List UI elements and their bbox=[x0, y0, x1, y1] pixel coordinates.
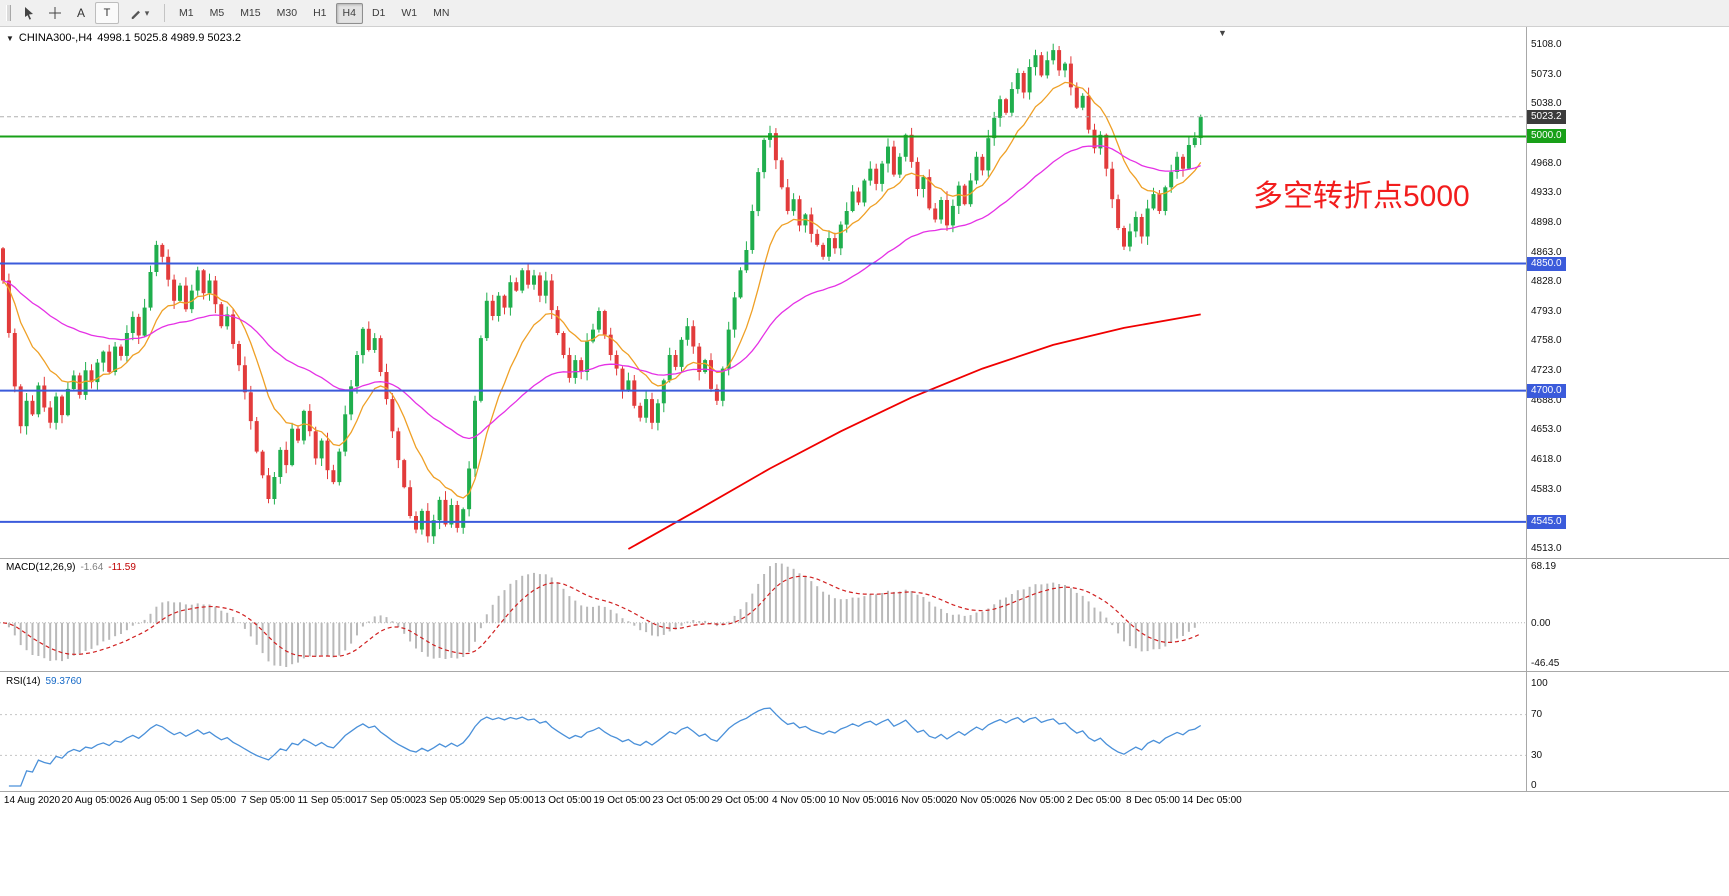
macd-label: MACD(12,26,9) -1.64 -11.59 bbox=[6, 562, 136, 573]
time-axis-label: 29 Oct 05:00 bbox=[711, 795, 769, 806]
timeframe-toolbar: M1 M5 M15 M30 H1 H4 D1 W1 MN bbox=[171, 2, 457, 24]
time-axis-label: 17 Sep 05:00 bbox=[356, 795, 416, 806]
timeframe-button-m15[interactable]: M15 bbox=[240, 7, 261, 19]
time-axis-label: 19 Oct 05:00 bbox=[593, 795, 651, 806]
macd-signal-value: -11.59 bbox=[108, 562, 136, 573]
macd-axis-min: -46.45 bbox=[1531, 658, 1560, 669]
price-tick: 4863.0 bbox=[1531, 247, 1562, 258]
time-axis-label: 1 Sep 05:00 bbox=[182, 795, 236, 806]
macd-main-value: -1.64 bbox=[80, 562, 104, 573]
price-level-badge: 4700.0 bbox=[1527, 384, 1566, 398]
pencil-icon bbox=[131, 10, 140, 19]
time-axis-label: 14 Aug 2020 bbox=[3, 795, 61, 806]
price-level-badge: 5000.0 bbox=[1527, 129, 1566, 143]
time-axis-label: 23 Oct 05:00 bbox=[652, 795, 710, 806]
rsi-axis-0: 0 bbox=[1531, 780, 1537, 791]
price-tick: 4828.0 bbox=[1531, 276, 1562, 287]
price-tick: 4653.0 bbox=[1531, 424, 1562, 435]
toolbar-grip[interactable] bbox=[6, 5, 11, 21]
rsi-axis-100: 100 bbox=[1531, 678, 1548, 689]
chart-title: ▼ CHINA300-,H4 4998.1 5025.8 4989.9 5023… bbox=[6, 32, 241, 44]
timeframe-button-d1[interactable]: D1 bbox=[371, 7, 386, 19]
price-tick: 4933.0 bbox=[1531, 187, 1562, 198]
price-tick: 5108.0 bbox=[1531, 39, 1562, 50]
price-level-badge: 4850.0 bbox=[1527, 257, 1566, 271]
draw-tools-button[interactable]: ▾ bbox=[121, 2, 157, 24]
timeframe-button-h4[interactable]: H4 bbox=[335, 2, 363, 24]
price-axis-border bbox=[1526, 27, 1527, 791]
rsi-label: RSI(14) 59.3760 bbox=[6, 676, 82, 687]
time-axis-label: 4 Nov 05:00 bbox=[772, 795, 826, 806]
price-tick: 4688.0 bbox=[1531, 395, 1562, 406]
rsi-name: RSI(14) bbox=[6, 676, 41, 687]
pointer-tool-button[interactable] bbox=[17, 2, 41, 24]
price-tick: 4513.0 bbox=[1531, 543, 1562, 554]
chart-canvas[interactable] bbox=[0, 0, 1526, 791]
timeframe-button-m5[interactable]: M5 bbox=[209, 7, 225, 19]
dropdown-arrow-icon: ▾ bbox=[144, 7, 150, 18]
chart-shift-marker[interactable]: ▼ bbox=[1218, 28, 1227, 38]
time-axis-label: 10 Nov 05:00 bbox=[828, 795, 888, 806]
time-axis-label: 14 Dec 05:00 bbox=[1182, 795, 1242, 806]
time-axis-label: 26 Nov 05:00 bbox=[1005, 795, 1065, 806]
toolbar-separator bbox=[164, 4, 165, 22]
time-axis[interactable]: 14 Aug 2020 20 Aug 05:00 26 Aug 05:00 1 Sep… bbox=[0, 791, 1729, 815]
time-axis-label: 29 Sep 05:00 bbox=[474, 795, 534, 806]
price-tick: 4583.0 bbox=[1531, 484, 1562, 495]
crosshair-tool-button[interactable] bbox=[43, 2, 67, 24]
text-label-button[interactable]: T bbox=[95, 2, 119, 24]
price-tick: 4793.0 bbox=[1531, 306, 1562, 317]
price-tick: 5073.0 bbox=[1531, 69, 1562, 80]
timeframe-button-mn[interactable]: MN bbox=[433, 7, 450, 19]
crosshair-icon bbox=[49, 7, 61, 19]
top-toolbar: A T ▾ M1 M5 M15 M30 H1 H4 D1 W1 MN bbox=[0, 0, 1729, 27]
rsi-value: 59.3760 bbox=[45, 676, 82, 687]
price-level-badge: 4545.0 bbox=[1527, 515, 1566, 529]
timeframe-button-m1[interactable]: M1 bbox=[179, 7, 194, 19]
price-axis[interactable]: 5108.0 5073.0 5038.0 4968.0 4933.0 4898.0 4863… bbox=[1527, 0, 1729, 791]
pointer-icon bbox=[25, 7, 33, 20]
timeframe-button-m30[interactable]: M30 bbox=[276, 7, 298, 19]
time-axis-label: 11 Sep 05:00 bbox=[297, 795, 357, 806]
collapse-ohlc-toggle[interactable]: ▼ bbox=[6, 33, 14, 43]
annotation-text: 多空转折点5000 bbox=[1253, 180, 1470, 213]
rsi-axis-70: 70 bbox=[1531, 709, 1543, 720]
time-axis-label: 13 Oct 05:00 bbox=[534, 795, 592, 806]
panel-divider[interactable] bbox=[0, 671, 1729, 672]
time-axis-label: 7 Sep 05:00 bbox=[241, 795, 295, 806]
current-price-badge: 5023.2 bbox=[1527, 110, 1566, 124]
price-tick: 5038.0 bbox=[1531, 98, 1562, 109]
time-axis-label: 26 Aug 05:00 bbox=[120, 795, 180, 806]
price-tick: 4898.0 bbox=[1531, 217, 1562, 228]
text-annotation-button[interactable]: A bbox=[76, 6, 85, 20]
price-tick: 4968.0 bbox=[1531, 158, 1562, 169]
panel-divider[interactable] bbox=[0, 558, 1729, 559]
timeframe-button-h1[interactable]: H1 bbox=[313, 7, 327, 19]
price-tick: 4618.0 bbox=[1531, 454, 1562, 465]
panel-divider bbox=[0, 791, 1729, 792]
ohlc-values: 4998.1 5025.8 4989.9 5023.2 bbox=[97, 32, 242, 44]
macd-name: MACD(12,26,9) bbox=[6, 562, 76, 573]
time-axis-label: 20 Nov 05:00 bbox=[946, 795, 1006, 806]
symbol-period-label: CHINA300-,H4 bbox=[18, 32, 93, 44]
rsi-axis-30: 30 bbox=[1531, 750, 1543, 761]
time-axis-label: 20 Aug 05:00 bbox=[61, 795, 121, 806]
time-axis-label: 23 Sep 05:00 bbox=[415, 795, 475, 806]
time-axis-label: 16 Nov 05:00 bbox=[887, 795, 947, 806]
timeframe-button-w1[interactable]: W1 bbox=[401, 7, 418, 19]
price-tick: 4723.0 bbox=[1531, 365, 1562, 376]
macd-axis-max: 68.19 bbox=[1531, 561, 1557, 572]
time-axis-label: 2 Dec 05:00 bbox=[1067, 795, 1121, 806]
macd-axis-zero: 0.00 bbox=[1531, 618, 1551, 629]
price-tick: 4758.0 bbox=[1531, 335, 1562, 346]
time-axis-label: 8 Dec 05:00 bbox=[1126, 795, 1180, 806]
